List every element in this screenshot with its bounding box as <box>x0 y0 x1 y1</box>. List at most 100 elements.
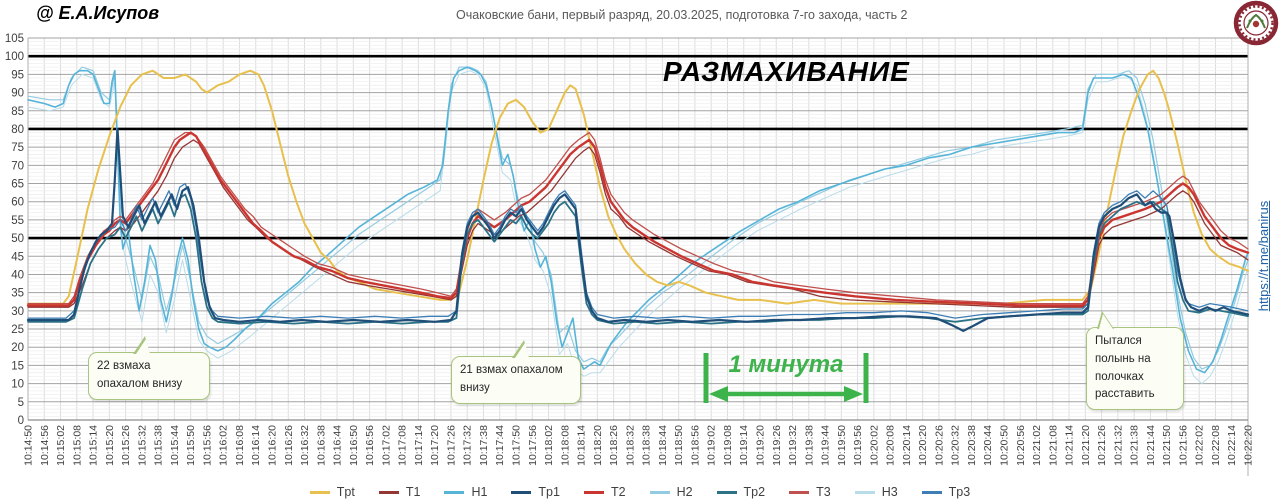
svg-text:10:21:14: 10:21:14 <box>1064 425 1076 466</box>
svg-text:10:19:56: 10:19:56 <box>852 425 864 466</box>
svg-text:10:19:26: 10:19:26 <box>771 425 783 466</box>
svg-text:10:19:38: 10:19:38 <box>803 425 815 466</box>
round-seal-logo-icon <box>1233 0 1279 48</box>
svg-text:10:17:44: 10:17:44 <box>494 425 506 466</box>
svg-text:10:15:56: 10:15:56 <box>201 425 213 466</box>
callout-tail <box>1097 311 1114 329</box>
legend-item-Tp1: Tp1 <box>511 485 560 499</box>
svg-text:10:17:02: 10:17:02 <box>380 425 392 466</box>
svg-text:10:18:32: 10:18:32 <box>624 425 636 466</box>
svg-text:25: 25 <box>11 324 24 336</box>
svg-text:10:16:08: 10:16:08 <box>234 425 246 466</box>
svg-text:10:17:08: 10:17:08 <box>397 425 409 466</box>
svg-text:10:21:32: 10:21:32 <box>1112 425 1124 466</box>
series-Tpt <box>27 69 1249 305</box>
svg-text:10:21:50: 10:21:50 <box>1161 425 1173 466</box>
legend-item-T1: T1 <box>378 485 421 499</box>
svg-text:10:15:08: 10:15:08 <box>71 425 83 466</box>
legend-swatch-T2 <box>583 490 604 494</box>
svg-text:100: 100 <box>5 51 24 63</box>
svg-text:10:15:32: 10:15:32 <box>136 425 148 466</box>
svg-text:10:20:20: 10:20:20 <box>917 425 929 466</box>
svg-text:20: 20 <box>11 342 24 354</box>
svg-text:10:21:02: 10:21:02 <box>1031 425 1043 466</box>
svg-text:10:20:56: 10:20:56 <box>1015 425 1027 466</box>
legend-item-H2: H2 <box>649 485 693 499</box>
svg-text:10:20:44: 10:20:44 <box>982 425 994 466</box>
svg-text:10:16:50: 10:16:50 <box>348 425 360 466</box>
svg-text:15: 15 <box>11 360 24 372</box>
svg-text:10:21:56: 10:21:56 <box>1177 425 1189 466</box>
legend-label-Tp2: Tp2 <box>743 485 766 499</box>
chart-title: Очаковские бани, первый разряд, 20.03.20… <box>456 8 908 22</box>
svg-text:10:16:20: 10:16:20 <box>267 425 279 466</box>
series-Tp1 <box>26 127 1250 332</box>
svg-text:10:15:14: 10:15:14 <box>88 425 100 466</box>
legend-item-Tpt: Tpt <box>309 485 355 499</box>
svg-text:60: 60 <box>11 197 24 209</box>
svg-text:10:20:14: 10:20:14 <box>901 425 913 466</box>
svg-text:30: 30 <box>11 306 24 318</box>
svg-text:10:16:02: 10:16:02 <box>218 425 230 466</box>
legend-item-Tp3: Tp3 <box>921 485 970 499</box>
svg-text:10:17:32: 10:17:32 <box>462 425 474 466</box>
legend-swatch-Tp2 <box>716 490 737 494</box>
svg-text:10:18:20: 10:18:20 <box>592 425 604 466</box>
svg-text:10:22:20: 10:22:20 <box>1243 425 1255 466</box>
svg-text:10:15:02: 10:15:02 <box>55 425 67 466</box>
chart-legend: Tpt T1 H1 Tp1 T2 H2 Tp2 T3 H3 Tp3 <box>0 485 1280 499</box>
svg-text:10:18:56: 10:18:56 <box>689 425 701 466</box>
svg-text:10:19:50: 10:19:50 <box>836 425 848 466</box>
svg-text:95: 95 <box>11 69 24 81</box>
callout-bubble-22-waves: 22 взмаха опахалом внизу <box>88 336 210 400</box>
svg-text:45: 45 <box>11 251 24 263</box>
series-Tp3 <box>27 182 1249 319</box>
svg-text:10:20:38: 10:20:38 <box>966 425 978 466</box>
callout-bubble-wormwood: Пытался полынь на полочках расставить <box>1086 311 1184 411</box>
svg-text:10:17:20: 10:17:20 <box>429 425 441 466</box>
svg-text:85: 85 <box>11 106 24 118</box>
legend-swatch-H3 <box>854 490 875 494</box>
legend-swatch-H1 <box>444 490 465 494</box>
legend-label-Tp1: Tp1 <box>538 485 560 499</box>
legend-swatch-T3 <box>789 490 810 494</box>
legend-label-T1: T1 <box>405 485 421 499</box>
svg-text:10: 10 <box>11 379 24 391</box>
svg-text:10:18:38: 10:18:38 <box>641 425 653 466</box>
svg-text:10:20:08: 10:20:08 <box>885 425 897 466</box>
legend-label-Tpt: Tpt <box>336 485 355 499</box>
svg-text:10:17:26: 10:17:26 <box>445 425 457 466</box>
svg-text:10:18:44: 10:18:44 <box>657 425 669 466</box>
svg-text:10:21:08: 10:21:08 <box>1047 425 1059 466</box>
svg-text:10:20:26: 10:20:26 <box>933 425 945 466</box>
svg-text:55: 55 <box>11 215 24 227</box>
legend-label-H1: H1 <box>471 485 488 499</box>
svg-text:65: 65 <box>11 179 24 191</box>
svg-text:10:19:02: 10:19:02 <box>706 425 718 466</box>
telegram-link[interactable]: https://t.me/banirus <box>1256 200 1271 312</box>
legend-swatch-T1 <box>378 490 399 494</box>
svg-text:10:22:08: 10:22:08 <box>1210 425 1222 466</box>
svg-text:10:17:50: 10:17:50 <box>511 425 523 466</box>
svg-text:10:19:14: 10:19:14 <box>738 425 750 466</box>
svg-text:10:20:50: 10:20:50 <box>999 425 1011 466</box>
svg-text:10:20:02: 10:20:02 <box>868 425 880 466</box>
svg-text:10:21:20: 10:21:20 <box>1080 425 1092 466</box>
svg-text:10:21:26: 10:21:26 <box>1096 425 1108 466</box>
svg-text:10:15:26: 10:15:26 <box>120 425 132 466</box>
legend-label-T2: T2 <box>610 485 626 499</box>
svg-text:10:18:26: 10:18:26 <box>608 425 620 466</box>
legend-swatch-H2 <box>649 490 670 494</box>
svg-text:35: 35 <box>11 288 24 300</box>
svg-text:10:16:26: 10:16:26 <box>283 425 295 466</box>
svg-text:5: 5 <box>18 397 24 409</box>
svg-text:0: 0 <box>18 415 24 427</box>
legend-item-Tp2: Tp2 <box>716 485 766 499</box>
svg-text:10:16:44: 10:16:44 <box>332 425 344 466</box>
series-H2 <box>27 66 1249 370</box>
svg-text:10:18:14: 10:18:14 <box>576 425 588 466</box>
author-signature: @ Е.А.Исупов <box>36 3 160 23</box>
svg-text:10:16:32: 10:16:32 <box>299 425 311 466</box>
